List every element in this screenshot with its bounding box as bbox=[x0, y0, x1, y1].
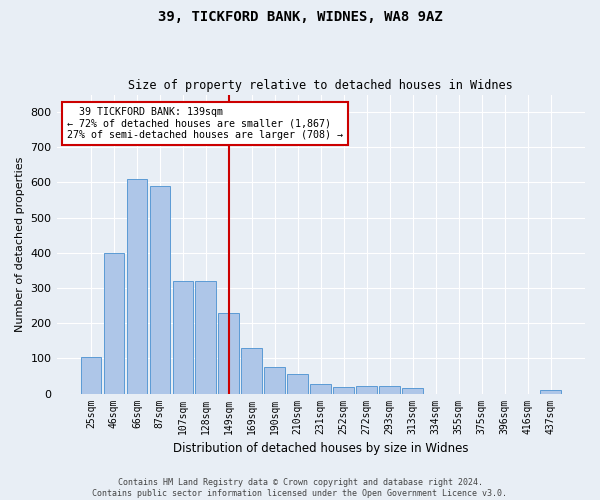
Bar bbox=[310, 384, 331, 394]
Bar bbox=[80, 358, 101, 394]
Bar bbox=[104, 253, 124, 394]
Bar bbox=[356, 386, 377, 394]
Bar bbox=[149, 186, 170, 394]
Text: 39 TICKFORD BANK: 139sqm
← 72% of detached houses are smaller (1,867)
27% of sem: 39 TICKFORD BANK: 139sqm ← 72% of detach… bbox=[67, 106, 343, 140]
Bar bbox=[173, 281, 193, 394]
Bar bbox=[287, 374, 308, 394]
Bar bbox=[379, 386, 400, 394]
Bar bbox=[127, 179, 147, 394]
Text: Contains HM Land Registry data © Crown copyright and database right 2024.
Contai: Contains HM Land Registry data © Crown c… bbox=[92, 478, 508, 498]
Bar bbox=[241, 348, 262, 394]
Bar bbox=[403, 388, 423, 394]
Bar bbox=[334, 386, 354, 394]
Bar bbox=[540, 390, 561, 394]
X-axis label: Distribution of detached houses by size in Widnes: Distribution of detached houses by size … bbox=[173, 442, 469, 455]
Text: 39, TICKFORD BANK, WIDNES, WA8 9AZ: 39, TICKFORD BANK, WIDNES, WA8 9AZ bbox=[158, 10, 442, 24]
Bar bbox=[196, 281, 216, 394]
Bar bbox=[265, 367, 285, 394]
Title: Size of property relative to detached houses in Widnes: Size of property relative to detached ho… bbox=[128, 79, 513, 92]
Bar bbox=[218, 312, 239, 394]
Y-axis label: Number of detached properties: Number of detached properties bbox=[15, 156, 25, 332]
